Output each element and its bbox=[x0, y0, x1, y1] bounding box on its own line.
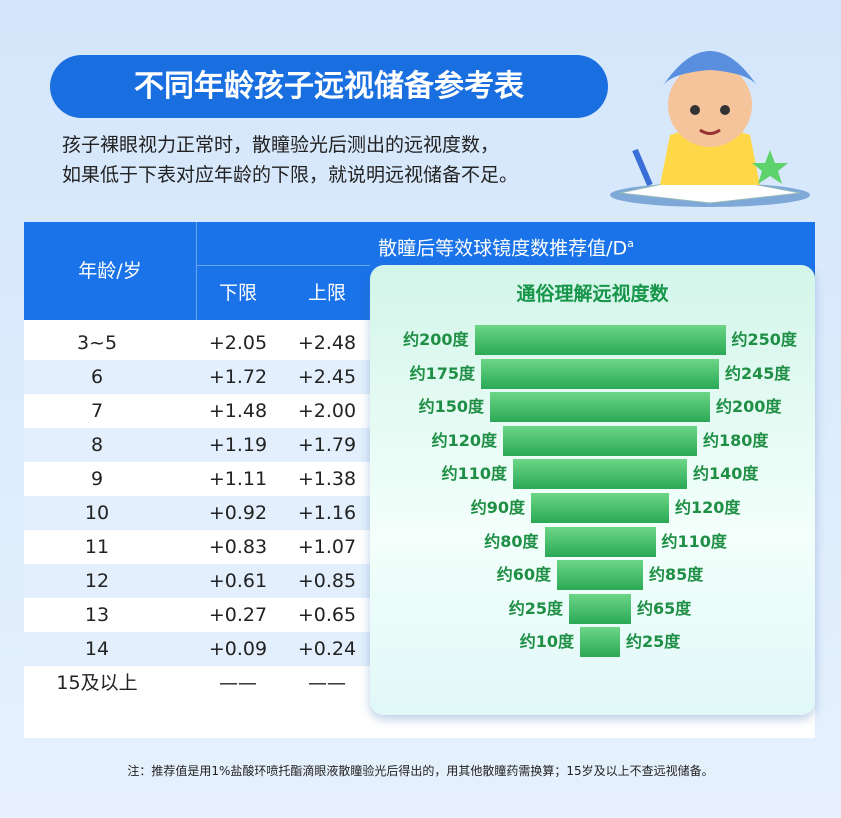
table-row: 13 +0.27 +0.65 bbox=[24, 598, 815, 632]
funnel-right-label: 约65度 bbox=[637, 598, 692, 618]
table-cell: +1.19 bbox=[208, 434, 268, 456]
table-cell: 10 bbox=[84, 502, 110, 524]
funnel-bar bbox=[481, 358, 719, 389]
table-cell: +0.24 bbox=[297, 638, 357, 660]
funnel-left-label: 约80度 bbox=[484, 531, 539, 551]
child-illustration bbox=[610, 51, 810, 207]
table-cell: +1.11 bbox=[208, 468, 268, 490]
funnel-left-label: 约60度 bbox=[496, 565, 551, 585]
table-row: 7 +1.48 +2.00 bbox=[24, 394, 815, 428]
table-row: 3~5 +2.05 +2.48 bbox=[24, 326, 815, 360]
table-cell: +0.65 bbox=[297, 604, 357, 626]
funnel-left-label: 约200度 bbox=[403, 330, 469, 349]
table-cell: +2.45 bbox=[297, 366, 357, 388]
table-cell: +1.72 bbox=[208, 366, 268, 388]
funnel-right-label: 约245度 bbox=[725, 363, 791, 383]
funnel-bar bbox=[557, 560, 643, 591]
funnel-bar bbox=[490, 392, 710, 423]
divider bbox=[197, 265, 370, 266]
intro-line: 如果低于下表对应年龄的下限，就说明远视储备不足。 bbox=[62, 164, 519, 186]
table-cell: +2.48 bbox=[297, 332, 357, 354]
table-cell: +1.79 bbox=[297, 434, 357, 456]
funnel-bar bbox=[474, 325, 726, 355]
funnel-bar bbox=[503, 425, 697, 456]
funnel-left-label: 约25度 bbox=[508, 598, 563, 618]
funnel-left-label: 约120度 bbox=[431, 430, 497, 450]
table-cell: +1.07 bbox=[297, 536, 357, 558]
table-cell: 3~5 bbox=[76, 332, 118, 354]
funnel-right-label: 约200度 bbox=[716, 397, 782, 417]
funnel-bar bbox=[531, 493, 669, 523]
table-cell: +0.85 bbox=[297, 570, 357, 592]
panel: 通俗理解远视度数 约200度 约250度约175度 约245度约150度 约200度约… bbox=[370, 265, 815, 715]
table-cell: +1.48 bbox=[208, 400, 268, 422]
divider bbox=[196, 222, 197, 320]
funnel-bar bbox=[569, 593, 631, 624]
age-header: 年龄/岁 bbox=[78, 260, 142, 282]
funnel-left-label: 约175度 bbox=[409, 363, 475, 383]
table-cell: —— bbox=[219, 672, 257, 694]
table-cell: 13 bbox=[84, 604, 110, 626]
lower-header: 下限 bbox=[218, 282, 257, 304]
funnel-left-label: 约110度 bbox=[441, 464, 507, 484]
table-cell: +2.05 bbox=[208, 332, 268, 354]
table-cell: 6 bbox=[90, 366, 104, 388]
table-cell: —— bbox=[308, 672, 346, 694]
table-cell: +0.92 bbox=[208, 502, 268, 524]
table-cell: 7 bbox=[90, 400, 104, 422]
title: 不同年龄孩子远视储备参考表 bbox=[50, 55, 608, 118]
table-cell: 14 bbox=[84, 638, 110, 660]
upper-header: 上限 bbox=[307, 282, 346, 304]
intro-line: 孩子裸眼视力正常时，散瞳验光后测出的远视度数， bbox=[62, 134, 500, 156]
note: 注：推荐值是用1%盐酸环喷托酯滴眼液散瞳验光后得出的，用其他散瞳药需换算；15岁… bbox=[127, 764, 714, 778]
funnel-right-label: 约180度 bbox=[703, 430, 769, 450]
funnel-left-label: 约150度 bbox=[418, 397, 484, 417]
panel-title: 通俗理解远视度数 bbox=[516, 283, 669, 305]
table-cell: 12 bbox=[84, 570, 110, 592]
funnel-bar bbox=[513, 459, 687, 490]
table-row: 9 +1.11 +1.38 bbox=[24, 462, 815, 496]
value-header: 散瞳后等效球镜度数推荐值/Da bbox=[378, 237, 634, 260]
table-row: 15及以上 —— —— bbox=[24, 666, 815, 700]
table-cell: 15及以上 bbox=[56, 672, 138, 694]
table-cell: +0.27 bbox=[208, 604, 268, 626]
funnel-right-label: 约25度 bbox=[626, 632, 681, 652]
funnel-left-label: 约90度 bbox=[470, 498, 525, 517]
table-cell: +1.16 bbox=[297, 502, 357, 524]
funnel-bar bbox=[544, 526, 656, 557]
funnel-right-label: 约110度 bbox=[661, 531, 727, 551]
funnel-right-label: 约250度 bbox=[731, 330, 797, 349]
funnel-left-label: 约10度 bbox=[519, 632, 574, 652]
table-cell: 9 bbox=[90, 468, 104, 490]
table-cell: +1.38 bbox=[297, 468, 357, 490]
funnel-right-label: 约85度 bbox=[649, 565, 704, 585]
table-cell: 11 bbox=[84, 536, 110, 558]
table-cell: 8 bbox=[90, 434, 104, 456]
funnel-right-label: 约120度 bbox=[675, 498, 741, 517]
table-cell: +2.00 bbox=[297, 400, 357, 422]
funnel-right-label: 约140度 bbox=[693, 464, 759, 484]
table-cell: +0.83 bbox=[208, 536, 268, 558]
funnel-bar bbox=[580, 627, 620, 658]
table-cell: +0.09 bbox=[208, 638, 268, 660]
table-row: 11 +0.83 +1.07 bbox=[24, 530, 815, 564]
table-cell: +0.61 bbox=[208, 570, 268, 592]
